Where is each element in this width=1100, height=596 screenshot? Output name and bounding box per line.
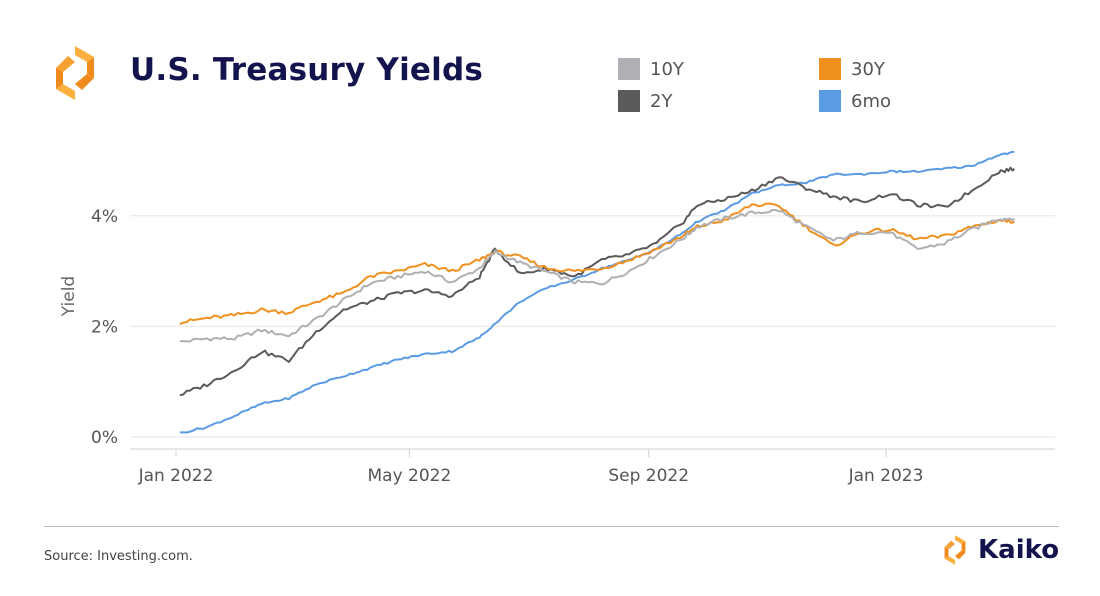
chart-title: U.S. Treasury Yields: [130, 52, 483, 88]
legend-item-30y[interactable]: 30Y: [819, 57, 885, 81]
legend-swatch-10y: [618, 58, 640, 80]
legend-item-6mo[interactable]: 6mo: [819, 89, 891, 113]
x-tick-label: Jan 2023: [848, 466, 924, 486]
legend-swatch-6mo: [819, 90, 841, 112]
axis-layer: 0% 2% 4% Jan 2022 May 2022 Sep 2022 Jan 2023 Yi…: [59, 207, 1055, 486]
series-line-10y: [179, 209, 1016, 343]
legend-item-10y[interactable]: 10Y: [618, 57, 684, 81]
legend-swatch-2y: [618, 90, 640, 112]
y-tick-label: 4%: [91, 207, 118, 227]
legend-label-30y: 30Y: [851, 58, 885, 80]
y-tick-label: 0%: [91, 428, 118, 448]
series-layer: [179, 150, 1016, 434]
series-line-2y: [179, 166, 1016, 397]
kaiko-logo-icon: [56, 46, 94, 100]
footer-divider: [44, 526, 1059, 527]
grid-layer: [130, 215, 1055, 438]
legend-label-6mo: 6mo: [851, 90, 891, 112]
brand-name: Kaiko: [978, 535, 1060, 565]
legend-label-10y: 10Y: [650, 58, 684, 80]
kaiko-brand-icon: [944, 535, 966, 565]
series-line-30y: [179, 202, 1015, 326]
brand-logo: Kaiko: [938, 534, 1059, 566]
x-tick-label: Sep 2022: [608, 466, 689, 486]
legend-label-2y: 2Y: [650, 90, 673, 112]
legend-item-2y[interactable]: 2Y: [618, 89, 672, 113]
legend-swatch-30y: [819, 58, 841, 80]
x-tick-label: Jan 2022: [138, 466, 214, 486]
y-tick-label: 2%: [91, 317, 118, 337]
source-note: Source: Investing.com.: [44, 549, 193, 564]
line-chart: 0% 2% 4% Jan 2022 May 2022 Sep 2022 Jan 2023 Yi…: [59, 150, 1055, 486]
series-line-6mo: [179, 150, 1015, 434]
x-tick-label: May 2022: [368, 466, 452, 486]
y-axis-label: Yield: [59, 276, 79, 317]
